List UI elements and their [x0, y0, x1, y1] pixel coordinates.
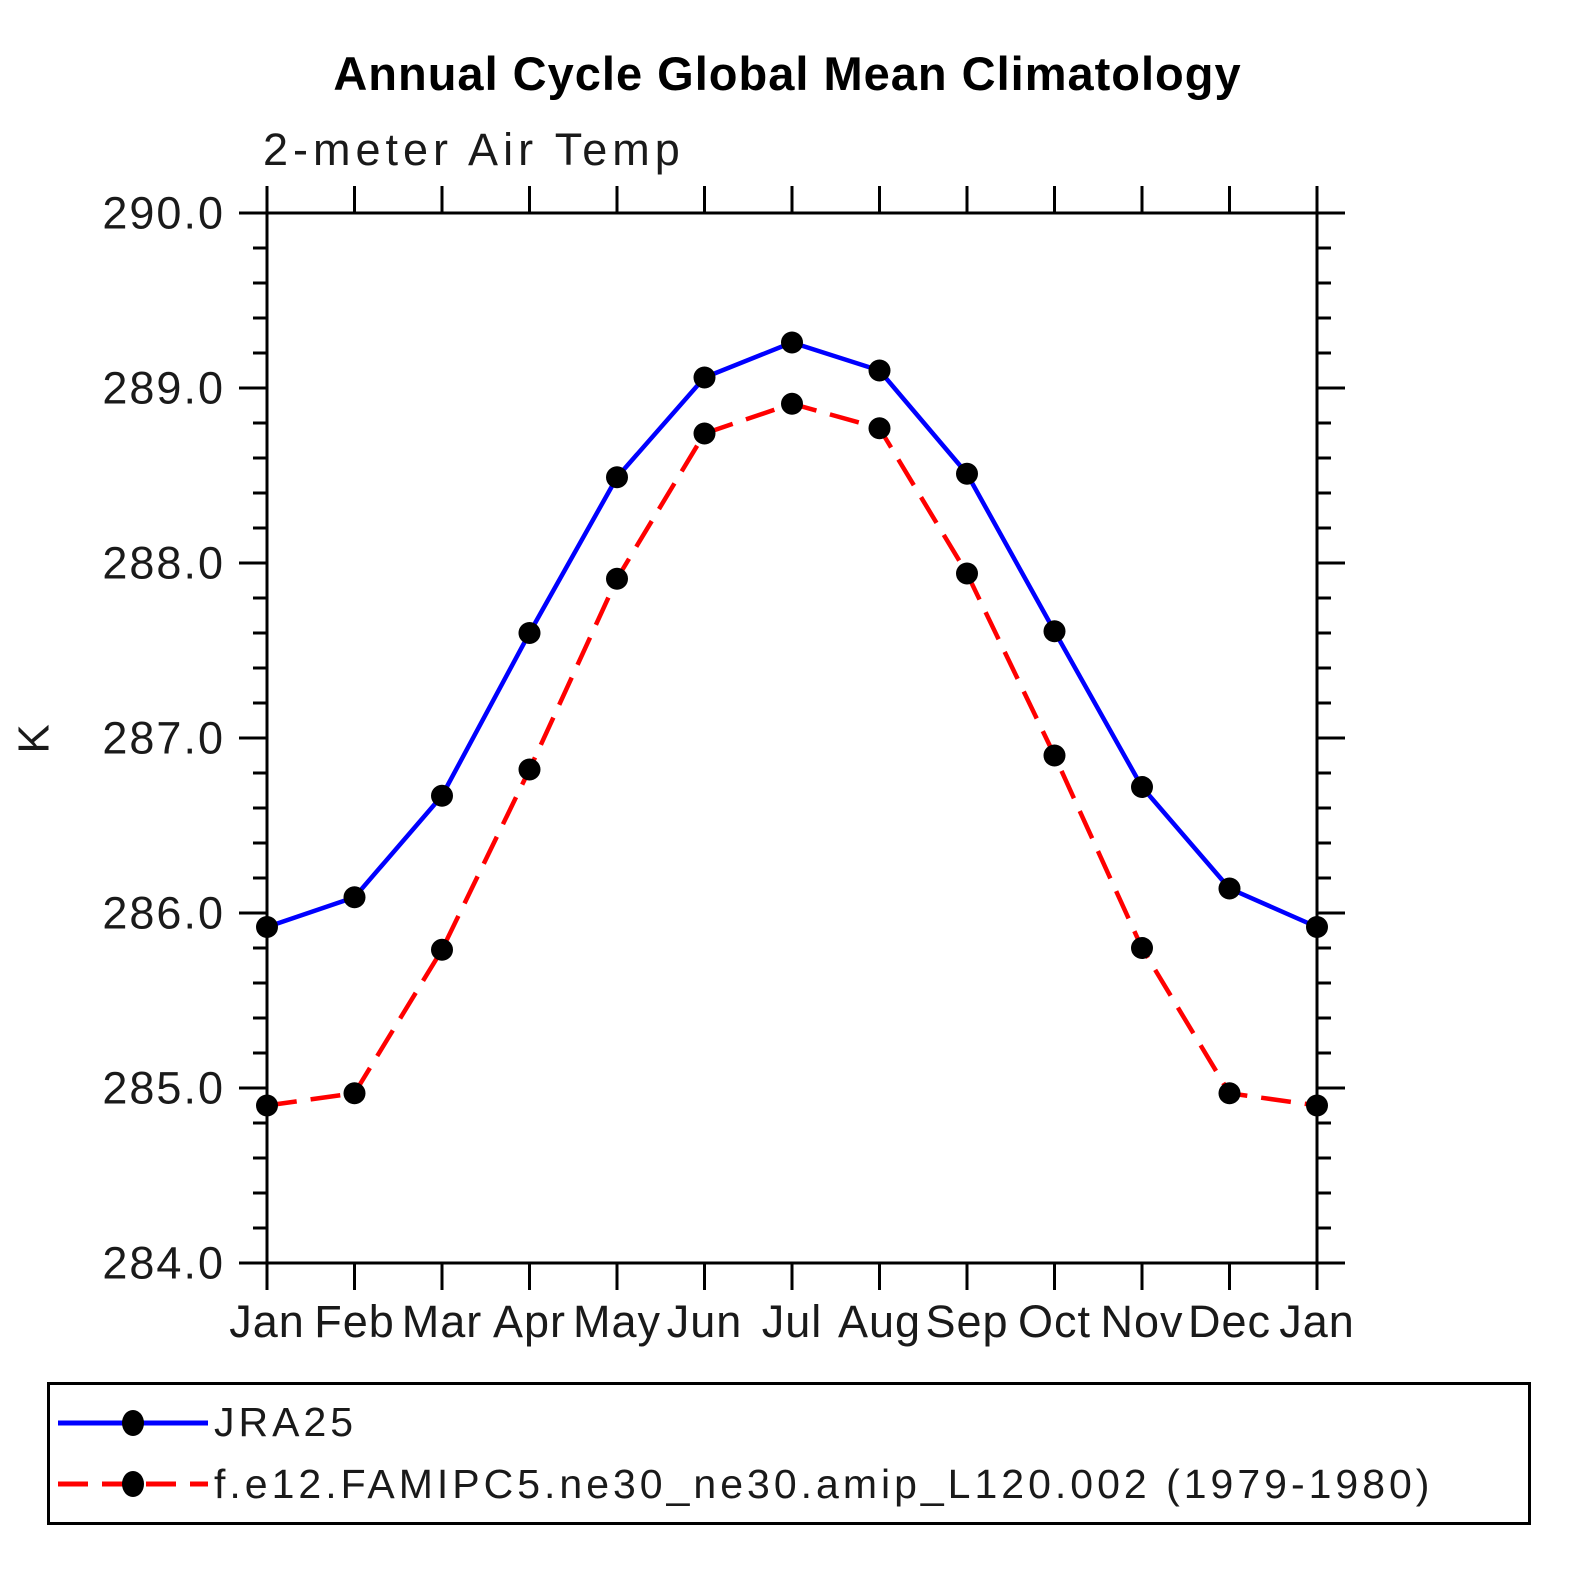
- series-line-model: [266, 401, 1318, 1108]
- data-point-marker: [868, 359, 891, 382]
- legend: JRA25 f.e12.FAMIPC5.ne30_ne30.amip_L120.…: [47, 1382, 1531, 1525]
- x-tick-label: Sep: [925, 1296, 1008, 1347]
- data-point-marker: [343, 1082, 366, 1105]
- x-tick-label: Aug: [838, 1296, 921, 1347]
- data-point-marker: [606, 466, 628, 489]
- legend-line-sample-dashed: [58, 1471, 208, 1498]
- series-line-jra25: [266, 340, 1318, 930]
- data-point-marker: [431, 784, 453, 807]
- y-tick-label: 288.0: [102, 538, 225, 589]
- legend-sample-marker-icon: [122, 1471, 144, 1498]
- data-point-marker: [781, 331, 803, 354]
- legend-item-model: f.e12.FAMIPC5.ne30_ne30.amip_L120.002 (1…: [50, 1461, 1528, 1508]
- data-point-marker: [1306, 1094, 1328, 1117]
- x-tick-label: Jan: [1279, 1296, 1355, 1347]
- data-point-marker: [256, 1094, 278, 1117]
- data-point-marker: [1306, 916, 1328, 938]
- data-point-marker: [781, 392, 803, 415]
- data-point-marker: [518, 622, 541, 644]
- x-tick-label: Nov: [1100, 1296, 1183, 1347]
- data-point-marker: [1218, 877, 1241, 900]
- legend-label-jra25: JRA25: [214, 1399, 358, 1446]
- y-tick-label: 287.0: [102, 713, 225, 764]
- data-point-marker: [693, 366, 716, 389]
- data-point-marker: [518, 758, 541, 781]
- y-tick-label: 286.0: [102, 888, 225, 939]
- data-point-marker: [606, 567, 628, 590]
- y-tick-label: 284.0: [102, 1238, 225, 1289]
- x-tick-label: Oct: [1018, 1296, 1091, 1347]
- legend-label-model: f.e12.FAMIPC5.ne30_ne30.amip_L120.002 (1…: [214, 1460, 1434, 1507]
- x-tick-label: Mar: [402, 1296, 483, 1347]
- data-point-marker: [343, 886, 366, 909]
- data-point-marker: [431, 938, 453, 961]
- legend-item-jra25: JRA25: [50, 1399, 1528, 1446]
- legend-line-sample-solid: [58, 1409, 208, 1436]
- data-point-marker: [1218, 1082, 1241, 1105]
- data-point-marker: [956, 462, 978, 485]
- x-tick-label: Dec: [1188, 1296, 1271, 1347]
- legend-sample-marker-icon: [122, 1409, 144, 1436]
- x-tick-label: May: [573, 1296, 661, 1347]
- data-point-marker: [1131, 776, 1153, 798]
- y-tick-label: 289.0: [102, 363, 225, 414]
- chart-title: Annual Cycle Global Mean Climatology: [333, 47, 1242, 100]
- data-point-marker: [1131, 937, 1153, 959]
- y-tick-label: 290.0: [102, 188, 225, 239]
- x-tick-label: Apr: [493, 1296, 566, 1347]
- data-point-marker: [868, 417, 891, 440]
- data-point-marker: [1043, 620, 1066, 643]
- y-tick-label: 285.0: [102, 1063, 225, 1114]
- x-tick-label: Jul: [762, 1296, 823, 1347]
- x-tick-label: Feb: [314, 1296, 395, 1347]
- chart-subtitle: 2-meter Air Temp: [263, 124, 685, 175]
- data-point-marker: [693, 422, 716, 445]
- data-point-marker: [256, 916, 278, 938]
- data-point-marker: [956, 562, 978, 585]
- x-tick-label: Jan: [229, 1296, 305, 1347]
- data-point-marker: [1043, 744, 1066, 767]
- x-tick-label: Jun: [667, 1296, 743, 1347]
